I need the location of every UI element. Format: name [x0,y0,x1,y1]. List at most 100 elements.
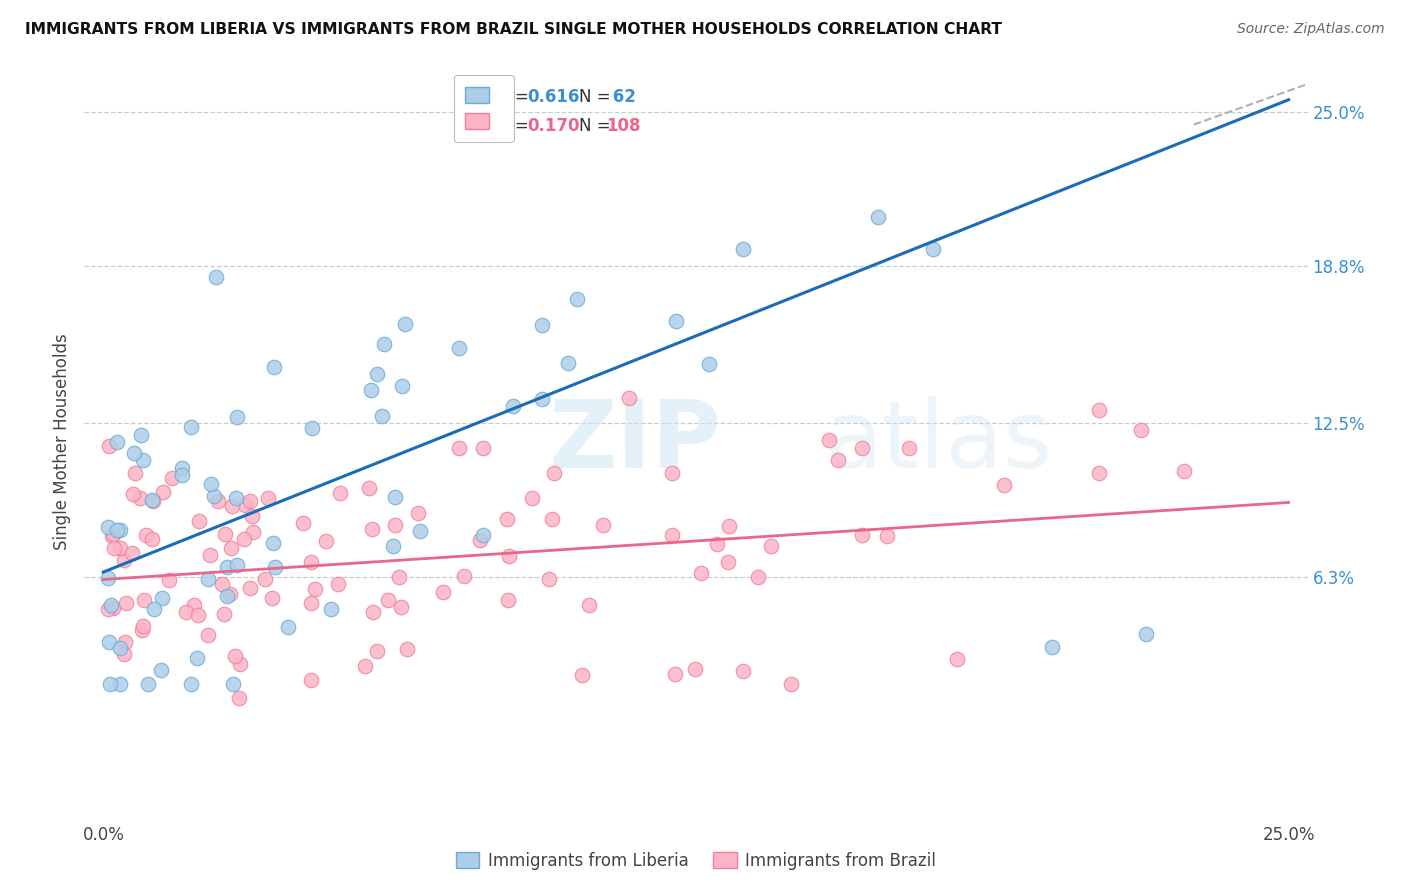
Point [183,599,205,613]
Point [502,400,524,414]
Point [233,532,256,546]
Point [432,585,454,599]
Point [97,520,120,534]
Point [143,602,166,616]
Text: R =: R = [498,117,534,135]
Point [1135,627,1157,641]
Point [447,341,470,355]
Point [567,292,589,306]
Point [868,211,890,225]
Point [851,441,873,455]
Point [472,528,495,542]
Point [160,471,183,485]
Point [105,434,128,449]
Point [299,555,322,569]
Point [617,391,640,405]
Point [366,644,388,658]
Point [359,481,381,495]
Point [170,467,193,482]
Point [661,528,683,542]
Point [522,491,544,505]
Point [214,607,236,622]
Point [697,357,720,371]
Point [326,577,349,591]
Point [103,541,125,556]
Point [242,524,264,539]
Point [389,600,412,615]
Point [98,439,121,453]
Point [101,601,124,615]
Point [122,487,145,501]
Point [239,581,262,595]
Point [301,420,323,434]
Point [898,441,921,455]
Point [945,652,967,666]
Point [779,677,801,691]
Point [112,553,135,567]
Point [361,522,384,536]
Text: ZIP: ZIP [550,395,723,488]
Point [661,466,683,480]
Point [101,529,124,543]
Point [391,379,413,393]
Point [197,572,219,586]
Point [689,566,711,580]
Point [215,589,238,603]
Point [170,460,193,475]
Point [557,356,579,370]
Point [1173,465,1195,479]
Point [110,523,132,537]
Point [207,494,229,508]
Point [200,476,222,491]
Point [122,446,145,460]
Point [498,593,520,607]
Point [395,642,418,657]
Point [97,571,120,585]
Point [103,526,125,541]
Point [304,582,326,597]
Point [132,453,155,467]
Point [851,528,873,542]
Point [453,569,475,583]
Point [406,506,429,520]
Point [254,572,277,586]
Text: 62: 62 [606,87,636,105]
Point [114,635,136,649]
Point [219,541,242,556]
Y-axis label: Single Mother Households: Single Mother Households [53,334,72,549]
Point [240,509,263,524]
Point [214,526,236,541]
Point [228,691,250,706]
Point [1088,466,1111,480]
Point [97,635,120,649]
Point [683,661,706,675]
Point [152,485,174,500]
Point [256,491,278,505]
Point [132,619,155,633]
Point [353,658,375,673]
Point [180,419,202,434]
Point [361,605,384,619]
Point [1088,403,1111,417]
Point [277,620,299,634]
Point [262,536,284,550]
Point [186,608,208,623]
Point [226,409,249,424]
Point [321,602,343,616]
Point [394,317,416,331]
Point [377,592,399,607]
Point [759,539,782,553]
Point [498,549,520,563]
Point [471,441,494,455]
Point [537,572,560,586]
Point [530,392,553,407]
Point [993,478,1015,492]
Point [578,599,600,613]
Point [922,242,945,256]
Point [204,489,226,503]
Point [186,651,208,665]
Point [174,605,197,619]
Point [142,493,165,508]
Point [149,663,172,677]
Point [150,591,173,606]
